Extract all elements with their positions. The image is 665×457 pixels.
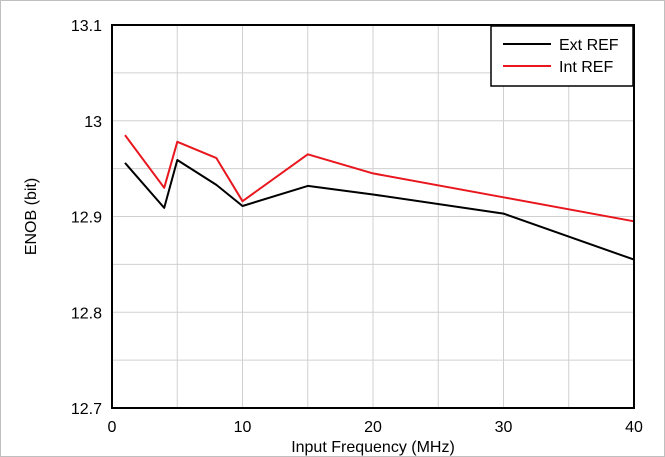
legend-label: Ext REF (559, 37, 619, 54)
plot-border (111, 24, 635, 409)
x-tick-label: 20 (364, 419, 382, 436)
series-line-int-ref (124, 134, 635, 223)
x-axis-label: Input Frequency (MHz) (291, 439, 455, 456)
y-tick-label: 13.1 (71, 18, 102, 35)
legend: Ext REF Int REF (490, 25, 634, 87)
y-tick-label: 12.9 (71, 210, 102, 227)
y-tick-label: 12.8 (71, 305, 102, 322)
legend-label: Int REF (559, 59, 613, 76)
y-tick-label: 12.7 (71, 401, 102, 418)
x-tick-label: 40 (625, 419, 643, 436)
x-tick-label: 10 (234, 419, 252, 436)
series-group (124, 134, 635, 261)
y-tick-labels: 12.7 12.8 12.9 13 13.1 (71, 18, 102, 418)
y-axis-label: ENOB (bit) (23, 178, 40, 255)
series-line-ext-ref (124, 159, 635, 261)
x-tick-label: 0 (108, 419, 117, 436)
x-tick-label: 30 (495, 419, 513, 436)
x-tick-labels: 0 10 20 30 40 (108, 419, 643, 436)
legend-box (490, 25, 634, 87)
grid-lines (112, 25, 634, 408)
y-tick-label: 13 (84, 114, 102, 131)
